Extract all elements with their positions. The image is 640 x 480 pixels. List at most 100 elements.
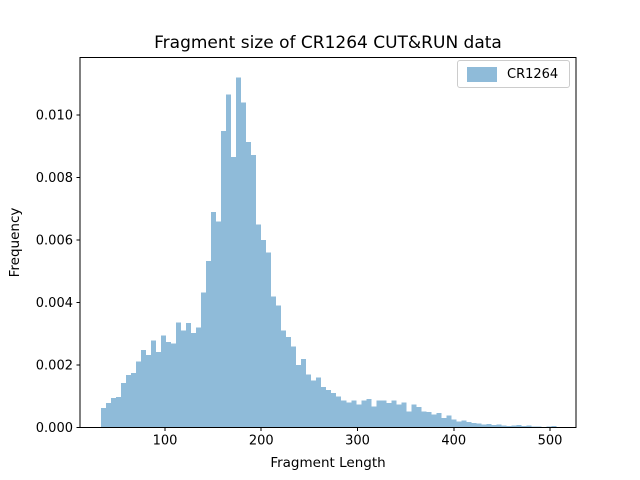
histogram-bar: [376, 400, 382, 428]
histogram-bar: [306, 374, 312, 428]
histogram-bar: [361, 400, 367, 428]
histogram-bar: [396, 404, 402, 428]
x-tick-label: 100: [153, 434, 178, 449]
histogram-bar: [131, 373, 137, 428]
histogram-bar: [261, 240, 267, 428]
x-axis-label: Fragment Length: [270, 455, 385, 471]
histogram-bar: [116, 397, 122, 428]
histogram-bar: [471, 422, 477, 428]
histogram-bar: [526, 425, 532, 428]
histogram-bar: [386, 402, 392, 428]
histogram-bar: [121, 383, 127, 428]
histogram-bar: [521, 425, 527, 428]
histogram-bar: [156, 351, 162, 428]
histogram-bar: [476, 423, 482, 428]
histogram-bar: [271, 296, 277, 428]
histogram-bar: [551, 425, 557, 428]
histogram-bar: [236, 77, 242, 428]
axes-box: [79, 57, 577, 428]
histogram-bar: [301, 358, 307, 428]
histogram-bar: [246, 142, 252, 428]
y-axis-label: Frequency: [7, 208, 23, 278]
histogram-bar: [276, 305, 282, 428]
histogram-bar: [421, 411, 427, 428]
x-tick-label: 500: [538, 434, 563, 449]
histogram-bar: [346, 402, 352, 428]
histogram-bar: [105, 403, 111, 428]
histogram-bar: [196, 327, 202, 428]
histogram-bar: [166, 341, 172, 428]
histogram-bar: [191, 332, 197, 428]
histogram-bar: [486, 423, 492, 428]
histogram-bar: [501, 425, 507, 428]
histogram-bar: [226, 94, 232, 428]
histogram-bar: [176, 322, 182, 428]
histogram-bar: [506, 425, 512, 428]
histogram-bar: [466, 421, 472, 428]
y-tick-label: 0.010: [36, 109, 73, 124]
histogram-bar: [251, 154, 257, 428]
histogram-bar: [356, 404, 362, 428]
histogram-bar: [266, 252, 272, 428]
histogram-bar: [516, 425, 522, 428]
legend-swatch: [467, 66, 497, 82]
histogram-bar: [221, 131, 227, 428]
histogram-bar: [426, 412, 432, 428]
x-tick-label: 200: [249, 434, 274, 449]
histogram-bar: [286, 336, 292, 428]
histogram-bar: [216, 221, 222, 428]
histogram-bar: [336, 396, 342, 428]
histogram-bar: [181, 330, 187, 428]
histogram-bar: [291, 346, 297, 428]
histogram-bar: [311, 380, 317, 428]
axes-spines: [79, 57, 577, 428]
histogram-bar: [406, 411, 412, 428]
histogram-bar: [146, 355, 152, 428]
histogram-bar: [241, 102, 247, 428]
histogram-bar: [141, 350, 147, 428]
histogram-bar: [371, 406, 377, 428]
histogram-bars: [100, 77, 562, 428]
histogram-bar: [296, 365, 302, 428]
histogram-bar: [321, 386, 327, 428]
histogram-bar: [481, 424, 487, 428]
histogram-bar: [161, 335, 167, 428]
legend-label: CR1264: [507, 66, 559, 82]
histogram-bar: [351, 400, 357, 428]
y-tick-label: 0.004: [36, 296, 73, 311]
histogram-bar: [366, 398, 372, 428]
histogram-bar: [401, 402, 407, 428]
histogram-bar: [391, 400, 397, 428]
histogram-bar: [136, 361, 142, 428]
histogram-bar: [206, 261, 212, 428]
y-tick-label: 0.006: [36, 234, 73, 249]
histogram-bar: [456, 421, 462, 428]
histogram-bar: [316, 377, 322, 428]
histogram-bar: [461, 420, 467, 428]
histogram-bar: [186, 323, 192, 428]
histogram-bar: [100, 407, 106, 428]
histogram-bar: [341, 400, 347, 428]
histogram-bar: [331, 393, 337, 428]
histogram-bar: [491, 425, 497, 428]
histogram-bar: [256, 224, 262, 428]
histogram-bar: [126, 375, 132, 428]
histogram-bar: [110, 398, 116, 428]
histogram-bar: [281, 330, 287, 428]
histogram-bar: [231, 156, 237, 428]
x-tick-label: 400: [441, 434, 466, 449]
histogram-bar: [451, 419, 457, 428]
histogram-bar: [511, 425, 517, 428]
histogram-bar: [171, 343, 177, 428]
y-tick-label: 0.000: [36, 421, 73, 436]
x-tick-label: 300: [345, 434, 370, 449]
y-tick-label: 0.008: [36, 171, 73, 186]
histogram-bar: [211, 212, 217, 428]
histogram-bar: [381, 400, 387, 428]
histogram-bar: [411, 404, 417, 428]
chart-title: Fragment size of CR1264 CUT&RUN data: [154, 33, 502, 53]
histogram-bar: [446, 415, 452, 428]
y-axis-ticks: 0.000 0.002 0.004 0.006 0.008 0.010: [36, 109, 80, 436]
